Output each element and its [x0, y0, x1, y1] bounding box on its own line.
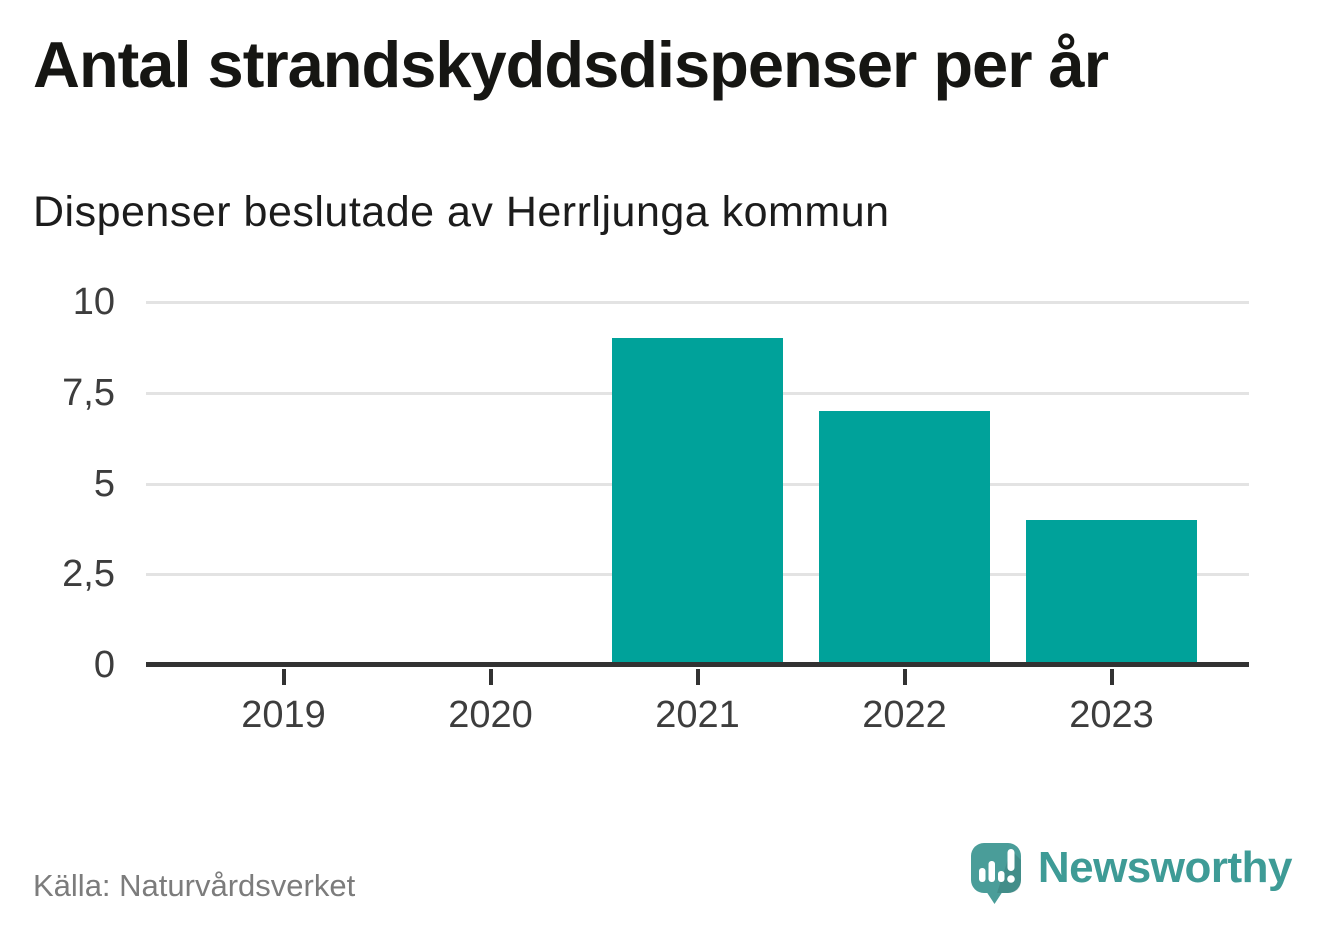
newsworthy-logo-icon: [970, 843, 1021, 904]
x-tick-label: 2021: [655, 694, 740, 736]
x-tick: [1109, 669, 1114, 685]
bar-group-2021: 2021: [594, 302, 801, 736]
x-tick: [488, 669, 493, 685]
y-tick-label: 5: [93, 462, 115, 505]
x-tick-label: 2022: [862, 694, 947, 736]
chart-subtitle: Dispenser beslutade av Herrljunga kommun: [33, 188, 890, 236]
x-tick: [695, 669, 700, 685]
brand-name: Newsworthy: [1037, 843, 1293, 892]
x-tick: [902, 669, 907, 685]
y-tick-label: 10: [72, 281, 115, 323]
bar-2021: [612, 338, 783, 665]
bar-group-2023: 2023: [1008, 302, 1215, 736]
y-tick-label: 2,5: [62, 553, 115, 596]
bar-2022: [819, 410, 990, 665]
bars-container: 2019 2020 2021 2022 2023: [146, 302, 1249, 736]
x-tick: [281, 669, 286, 685]
bar-group-2019: 2019: [180, 302, 387, 736]
x-tick-label: 2020: [448, 694, 533, 736]
bar-2023: [1026, 519, 1197, 665]
bar-group-2022: 2022: [801, 302, 1008, 736]
y-tick-label: 7,5: [62, 371, 115, 414]
x-tick-label: 2019: [241, 694, 326, 736]
brand-logo: Newsworthy: [970, 842, 1293, 906]
chart-title: Antal strandskyddsdispenser per år: [33, 28, 1109, 101]
x-axis-line: [146, 662, 1249, 667]
bar-group-2020: 2020: [387, 302, 594, 736]
source-note: Källa: Naturvårdsverket: [33, 868, 356, 903]
y-axis-labels: 0 2,5 5 7,5 10: [25, 281, 115, 686]
plot-area: 2019 2020 2021 2022 2023: [146, 301, 1249, 736]
y-tick-label: 0: [93, 644, 115, 686]
x-tick-label: 2023: [1069, 694, 1154, 736]
gridline-10: [146, 301, 1249, 304]
